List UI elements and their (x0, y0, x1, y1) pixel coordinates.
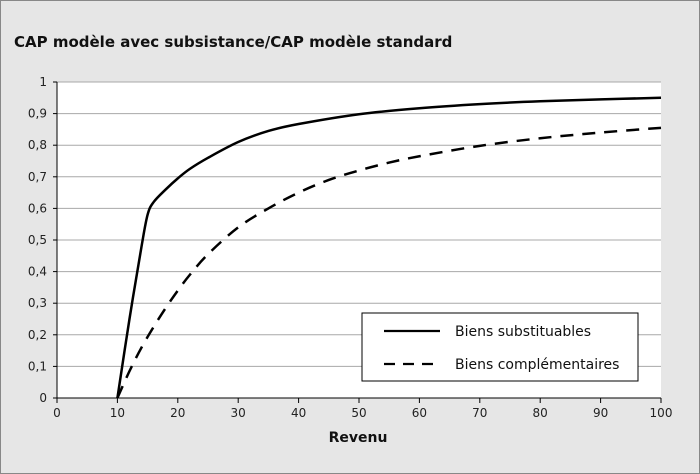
y-tick-label: 0,9 (28, 107, 47, 121)
series-line-substituables (116, 96, 662, 399)
legend: Biens substituables Biens complémentaire… (361, 312, 639, 382)
x-tick-label: 100 (650, 406, 673, 420)
y-tick-label: 1 (39, 75, 47, 89)
y-tick-label: 0,5 (28, 233, 47, 247)
y-tick-label: 0,3 (28, 296, 47, 310)
y-tick-label: 0 (39, 391, 47, 405)
x-tick-labels: 0 10 20 30 40 50 60 70 80 90 100 (53, 406, 672, 420)
y-tick-label: 0,1 (28, 359, 47, 373)
axes (53, 81, 662, 403)
x-tick-label: 20 (170, 406, 185, 420)
series-line-complementaires (116, 126, 662, 399)
chart-title: CAP modèle avec subsistance/CAP modèle s… (14, 33, 453, 51)
x-tick-label: 40 (291, 406, 306, 420)
y-tick-label: 0,7 (28, 170, 47, 184)
y-tick-labels: 0 0,1 0,2 0,3 0,4 0,5 0,6 0,7 0,8 0,9 1 (28, 75, 47, 405)
x-tick-label: 60 (412, 406, 427, 420)
y-tick-label: 0,8 (28, 138, 47, 152)
x-axis-title: Revenu (329, 430, 388, 446)
y-tick-label: 0,6 (28, 201, 47, 215)
legend-box (361, 312, 639, 382)
y-tick-label: 0,2 (28, 328, 47, 342)
legend-label-substituables: Biens substituables (455, 324, 591, 340)
x-tick-label: 70 (472, 406, 487, 420)
x-tick-label: 30 (231, 406, 246, 420)
legend-label-complementaires: Biens complémentaires (455, 357, 619, 373)
x-tick-label: 90 (593, 406, 608, 420)
x-tick-label: 10 (110, 406, 125, 420)
x-tick-label: 0 (53, 406, 61, 420)
x-tick-label: 50 (351, 406, 366, 420)
series-lines (116, 96, 662, 399)
x-tick-label: 80 (533, 406, 548, 420)
y-tick-label: 0,4 (28, 265, 47, 279)
